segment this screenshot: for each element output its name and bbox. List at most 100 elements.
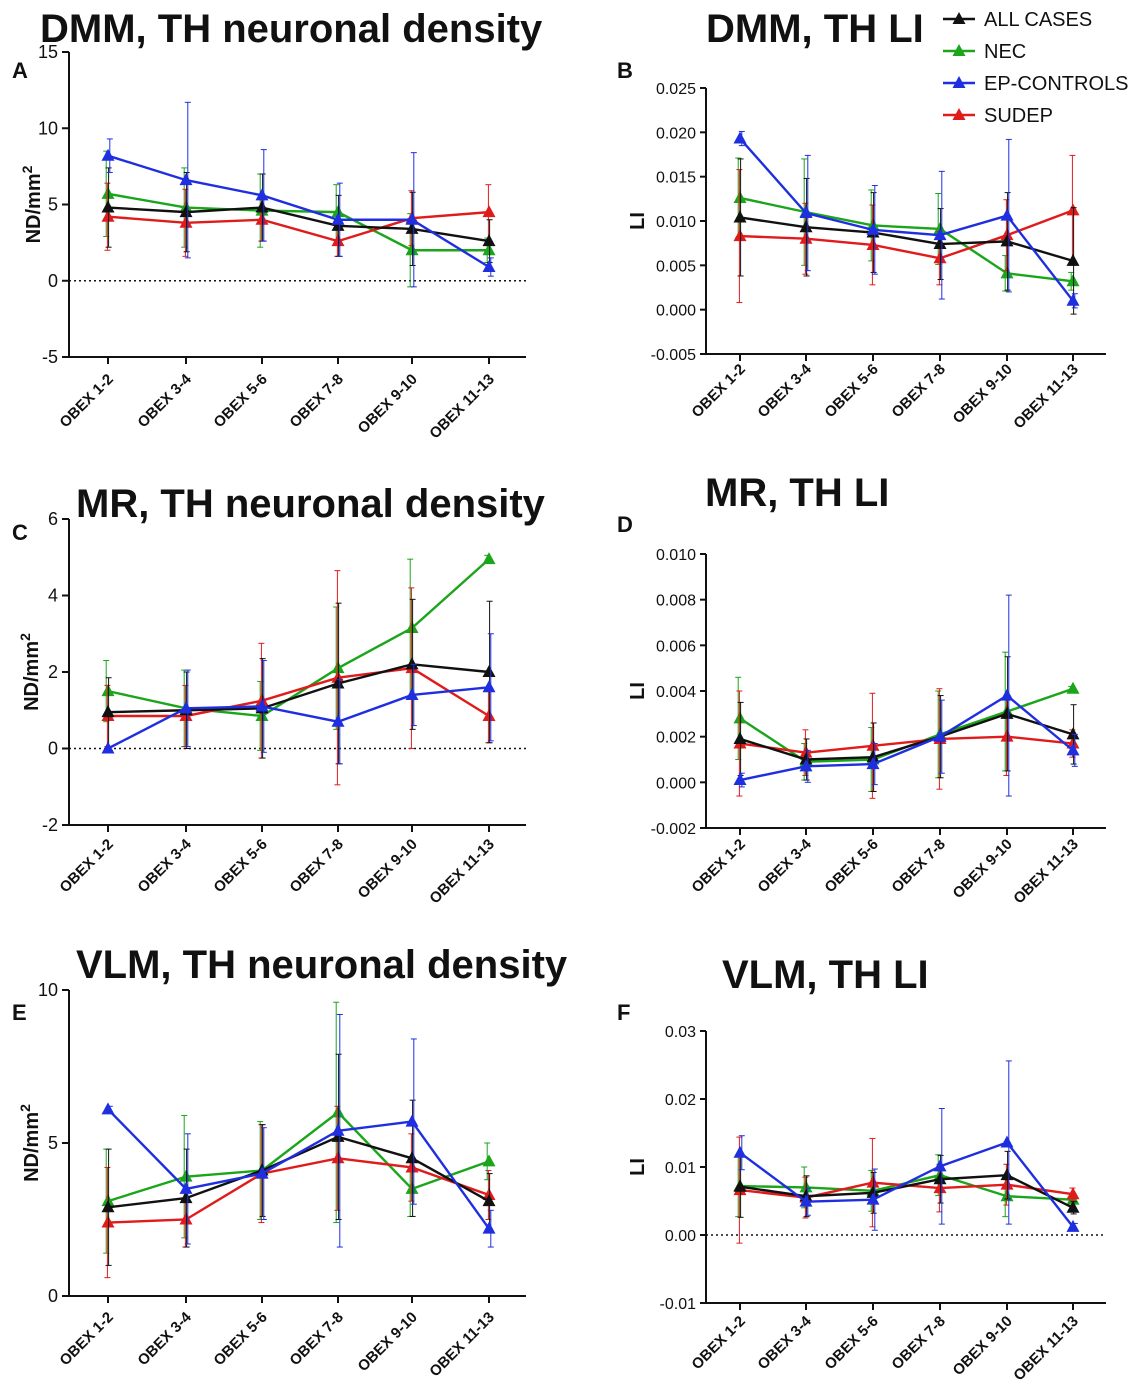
data-point-marker: [1000, 228, 1014, 241]
data-point-marker: [405, 687, 419, 700]
data-point-marker: [179, 215, 193, 228]
data-point-marker: [733, 131, 747, 144]
data-point-marker: [866, 738, 880, 751]
y-axis-label: LI: [627, 682, 649, 700]
series-line: [107, 1108, 490, 1230]
x-tick-label: OBEX 9-10: [355, 1309, 421, 1375]
series-line: [739, 735, 1074, 754]
data-point-marker: [733, 210, 747, 223]
data-point-marker: [331, 212, 345, 225]
series-sudep: [101, 570, 496, 786]
data-point-marker: [482, 205, 496, 218]
data-point-marker: [1000, 1189, 1014, 1202]
data-point-marker: [179, 205, 193, 218]
data-point-marker: [866, 222, 880, 235]
data-point-marker: [405, 657, 419, 670]
y-tick-label: 0.006: [656, 638, 696, 655]
legend-item: ALL CASES: [943, 9, 1092, 31]
x-tick-label: OBEX 5-6: [821, 836, 881, 896]
data-point-marker: [482, 243, 496, 256]
y-axis-label: LI: [627, 212, 649, 230]
panel-label: F: [617, 1000, 630, 1025]
x-tick-label: OBEX 1-2: [56, 371, 116, 431]
x-tick-label: OBEX 9-10: [950, 1313, 1016, 1379]
data-point-marker: [482, 680, 496, 693]
series-line: [107, 686, 490, 750]
data-point-marker: [255, 708, 269, 721]
data-point-marker: [1066, 736, 1080, 749]
series-line: [107, 206, 490, 243]
x-tick-label: OBEX 1-2: [56, 836, 116, 896]
legend-marker: [952, 108, 966, 120]
data-point-marker: [331, 676, 345, 689]
y-tick-label: 0.02: [665, 1092, 696, 1109]
y-tick-label: 6: [48, 509, 58, 529]
data-point-marker: [1066, 1200, 1080, 1213]
series-line: [739, 209, 1074, 260]
data-point-marker: [733, 1145, 747, 1158]
series-ep-controls: [101, 1013, 496, 1248]
data-point-marker: [101, 1215, 115, 1228]
legend-marker: [952, 76, 966, 88]
data-point-marker: [866, 1185, 880, 1198]
data-point-marker: [799, 220, 813, 233]
series-all-cases: [733, 158, 1080, 315]
panel-label: D: [617, 512, 633, 537]
data-point-marker: [1000, 234, 1014, 247]
series-ep-controls: [733, 130, 1080, 309]
data-point-marker: [405, 1114, 419, 1127]
chart-panel-A: DMM, TH neuronal density A ND/mm2 -5 0 5 10 15 O…: [12, 7, 543, 442]
series-line: [107, 663, 490, 714]
x-tick-label: OBEX 3-4: [754, 360, 815, 421]
legend-label: EP-CONTROLS: [984, 73, 1128, 95]
data-point-marker: [1066, 253, 1080, 266]
panel-label: B: [617, 58, 633, 83]
data-point-marker: [866, 750, 880, 763]
data-point-marker: [255, 188, 269, 201]
chart-title: DMM, TH LI: [706, 7, 924, 51]
data-point-marker: [331, 661, 345, 674]
series-line: [107, 1135, 490, 1209]
data-point-marker: [101, 200, 115, 213]
y-tick-label: 0.00: [665, 1228, 696, 1245]
data-point-marker: [799, 206, 813, 219]
panel-label: A: [12, 58, 28, 83]
data-point-marker: [101, 186, 115, 199]
x-tick-label: OBEX 9-10: [950, 361, 1016, 427]
data-point-marker: [1000, 1177, 1014, 1190]
legend-label: ALL CASES: [984, 9, 1092, 31]
data-point-marker: [331, 1123, 345, 1136]
data-point-marker: [733, 773, 747, 786]
x-tick-label: OBEX 9-10: [355, 371, 421, 437]
data-point-marker: [255, 699, 269, 712]
x-tick-label: OBEX 11-13: [1010, 361, 1082, 433]
data-point-marker: [101, 684, 115, 697]
data-point-marker: [482, 260, 496, 273]
x-tick-label: OBEX 5-6: [821, 1313, 881, 1373]
data-point-marker: [799, 745, 813, 758]
legend-item: NEC: [943, 41, 1026, 63]
data-point-marker: [331, 714, 345, 727]
data-point-marker: [179, 1191, 193, 1204]
legend-item: EP-CONTROLS: [943, 73, 1128, 95]
y-tick-label: 4: [48, 586, 58, 606]
data-point-marker: [733, 229, 747, 242]
data-point-marker: [1000, 1168, 1014, 1181]
data-point-marker: [799, 752, 813, 765]
data-point-marker: [101, 1194, 115, 1207]
series-sudep: [101, 1105, 496, 1279]
y-axis-label: ND/mm2: [19, 165, 45, 243]
x-tick-label: OBEX 1-2: [688, 836, 748, 896]
y-tick-label: -2: [42, 815, 58, 835]
y-tick-label: 10: [38, 980, 58, 1000]
y-axis-label: ND/mm2: [17, 633, 43, 711]
chart-title: VLM, TH neuronal density: [76, 943, 568, 987]
x-tick-label: OBEX 11-13: [426, 836, 498, 908]
chart-title: VLM, TH LI: [722, 953, 929, 997]
data-point-marker: [482, 1221, 496, 1234]
legend: ALL CASES NEC EP-CONTROLS SUDEP: [943, 9, 1128, 127]
y-tick-label: 0.025: [656, 81, 696, 98]
data-point-marker: [482, 1188, 496, 1201]
data-point-marker: [255, 1166, 269, 1179]
series-all-cases: [101, 598, 496, 765]
